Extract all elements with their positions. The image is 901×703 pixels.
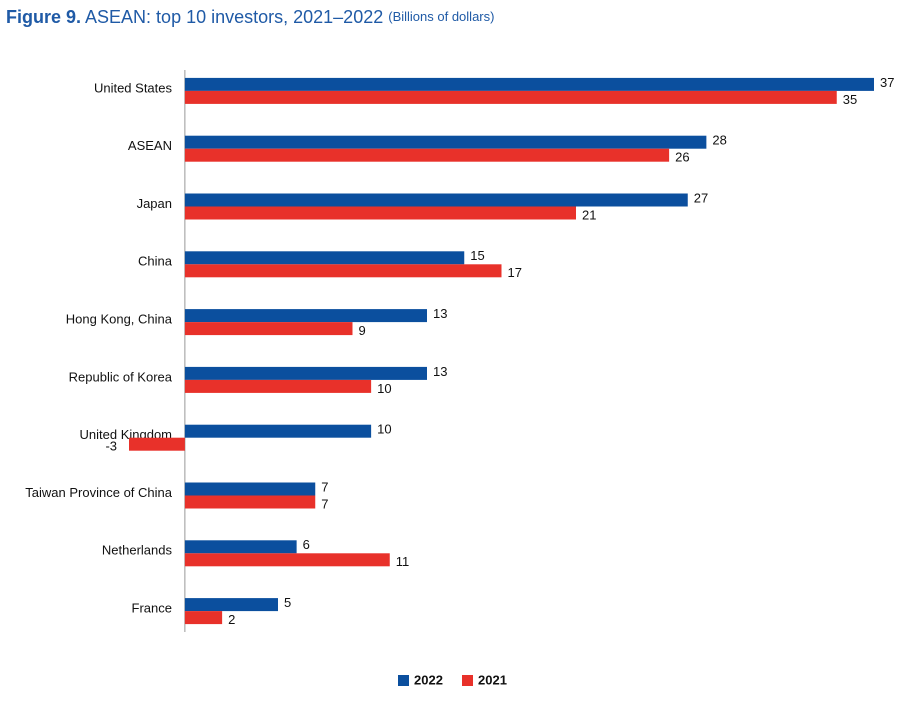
bar: [184, 482, 316, 496]
bar: [184, 90, 837, 104]
bar: [129, 437, 185, 451]
value-label: 6: [303, 537, 310, 552]
bar: [184, 598, 278, 612]
value-label: 13: [433, 364, 447, 379]
value-label: 28: [712, 133, 726, 148]
category-label: Hong Kong, China: [66, 312, 173, 327]
bar: [184, 424, 372, 438]
bar: [184, 135, 707, 149]
chart-title: Figure 9. ASEAN: top 10 investors, 2021–…: [6, 7, 494, 27]
value-label: 21: [582, 207, 596, 222]
value-label: 37: [880, 75, 894, 90]
legend-swatch: [462, 675, 473, 686]
value-label: 13: [433, 306, 447, 321]
value-label: 7: [321, 479, 328, 494]
value-label: 7: [321, 496, 328, 511]
category-label: France: [132, 601, 172, 616]
value-label: -3: [105, 439, 117, 454]
value-label: 35: [843, 92, 857, 107]
bar: [184, 366, 427, 380]
bar: [184, 148, 670, 162]
bar: [184, 553, 390, 567]
bar: [184, 251, 465, 265]
value-label: 27: [694, 190, 708, 205]
figure-label: Figure 9.: [6, 7, 81, 27]
value-label: 10: [377, 381, 391, 396]
bar: [184, 206, 576, 220]
subtitle: (Billions of dollars): [388, 9, 494, 24]
title: ASEAN: top 10 investors, 2021–2022: [85, 7, 383, 27]
value-label: 11: [396, 554, 410, 569]
category-label: United States: [94, 80, 173, 95]
category-label: Taiwan Province of China: [25, 485, 172, 500]
value-label: 10: [377, 422, 391, 437]
category-label: China: [138, 254, 173, 269]
bar: [184, 540, 297, 554]
bar: [184, 611, 223, 625]
category-label: Republic of Korea: [69, 369, 173, 384]
bar: [184, 495, 316, 509]
value-label: 5: [284, 595, 291, 610]
value-label: 15: [470, 248, 484, 263]
bar: [184, 379, 372, 393]
legend-label: 2022: [414, 672, 443, 687]
value-label: 26: [675, 150, 689, 165]
category-label: Japan: [137, 196, 172, 211]
legend-swatch: [398, 675, 409, 686]
value-label: 9: [359, 323, 366, 338]
category-label: Netherlands: [102, 543, 173, 558]
legend-label: 2021: [478, 672, 507, 687]
bar: [184, 309, 427, 323]
value-label: 17: [508, 265, 522, 280]
bar: [184, 264, 502, 278]
bar: [184, 77, 874, 91]
category-label: ASEAN: [128, 138, 172, 153]
bar: [184, 322, 353, 336]
value-label: 2: [228, 612, 235, 627]
bar: [184, 193, 688, 207]
